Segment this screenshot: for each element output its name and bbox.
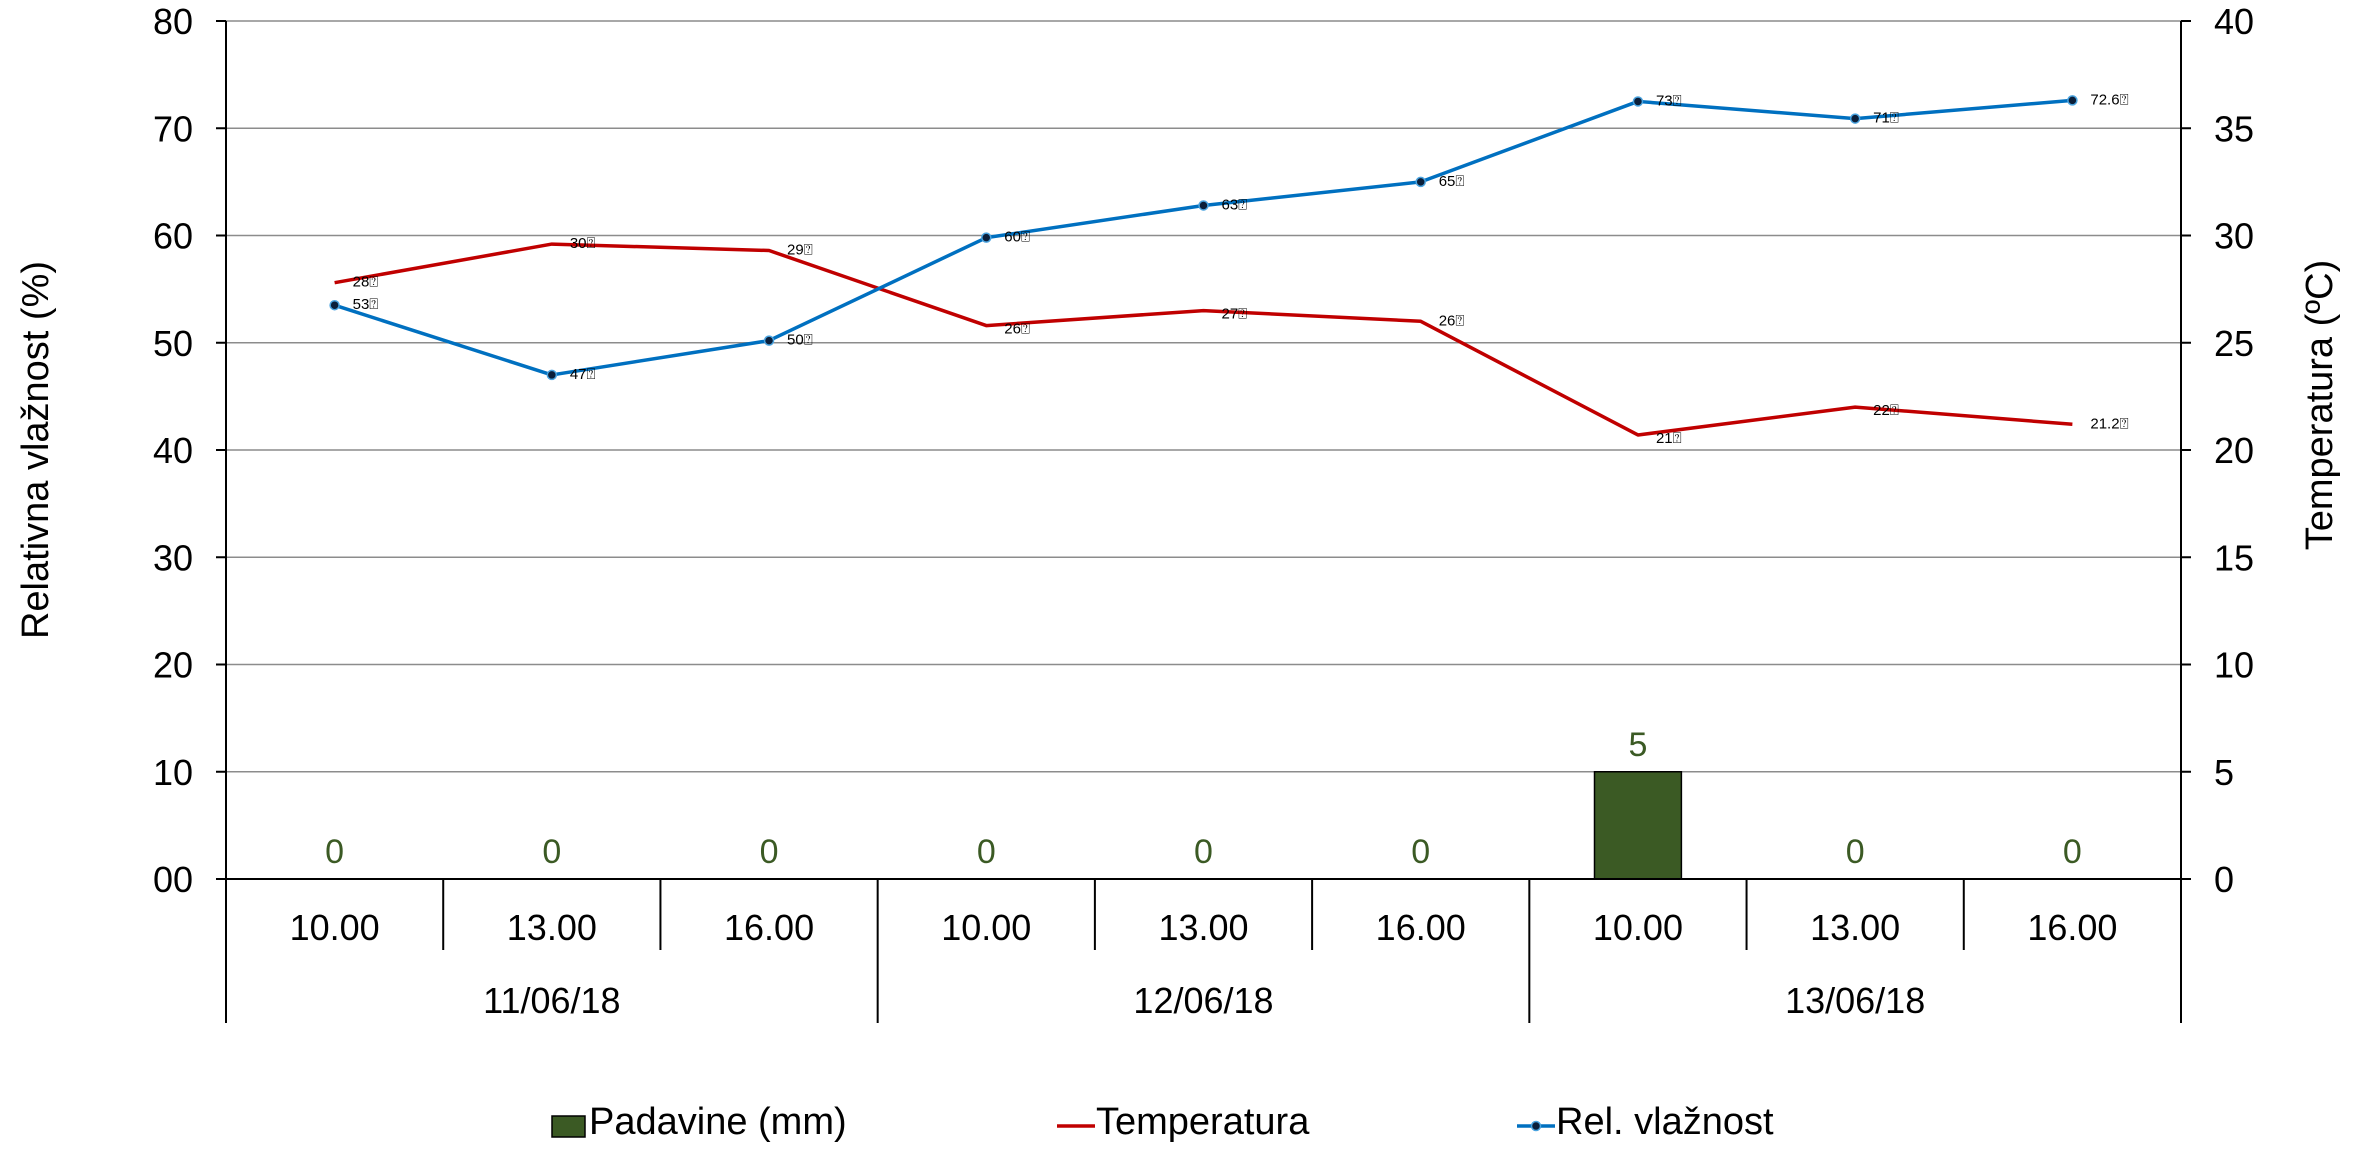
point-rel-vlaznost <box>1632 96 1644 107</box>
data-label-temperatura: 26⍰ <box>1439 312 1465 329</box>
y-right-axis-title: Temperatura (ºC) <box>2299 260 2341 551</box>
data-label-temperatura: 29⍰ <box>787 242 813 259</box>
data-label-padavine: 0 <box>2063 833 2082 871</box>
data-label-rel-vlaznost: 63⍰ <box>1222 196 1248 213</box>
y-right-tick-label: 20 <box>2214 430 2254 471</box>
point-rel-vlaznost <box>546 369 558 381</box>
data-label-rel-vlaznost: 73⍰ <box>1656 92 1682 109</box>
data-label-padavine: 0 <box>1194 833 1213 871</box>
data-label-padavine: 0 <box>325 833 344 871</box>
data-label-rel-vlaznost: 60⍰ <box>1004 229 1030 246</box>
data-label-rel-vlaznost: 72.6⍰ <box>2090 91 2128 108</box>
legend-label-rel-vlaznost: Rel. vlažnost <box>1556 1101 1774 1143</box>
y-left-tick-label: 20 <box>153 645 193 686</box>
y-left-tick-label: 40 <box>153 430 193 471</box>
x-tick-label-time: 10.00 <box>1593 907 1683 948</box>
legend: Padavine (mm) Temperatura Rel. vlažnost <box>551 1101 1774 1143</box>
y-left-tick-label: 80 <box>153 1 193 42</box>
bar-padavine <box>1593 771 1683 880</box>
y-right-tick-label: 30 <box>2214 216 2254 257</box>
x-tick-label-date: 13/06/18 <box>1785 980 1925 1021</box>
precipitation-bars <box>1593 771 1683 880</box>
y-right-tick-label: 0 <box>2214 859 2234 900</box>
data-label-temperatura: 28⍰ <box>353 274 379 291</box>
data-label-padavine: 0 <box>760 833 779 871</box>
point-rel-vlaznost <box>1849 113 1861 124</box>
x-tick-label-time: 13.00 <box>1158 907 1248 948</box>
data-label-padavine: 0 <box>1846 833 1865 871</box>
point-rel-vlaznost <box>763 335 775 346</box>
legend-label-temperatura: Temperatura <box>1096 1101 1310 1143</box>
point-rel-vlaznost <box>1198 200 1209 211</box>
data-label-rel-vlaznost: 53⍰ <box>353 296 379 313</box>
x-tick-label-time: 16.00 <box>1376 907 1466 948</box>
y-left-tick-label: 60 <box>153 216 193 257</box>
y-left-tick-label: 30 <box>153 537 193 578</box>
data-label-padavine: 0 <box>977 833 996 871</box>
y-right-tick-label: 5 <box>2214 752 2234 793</box>
x-tick-label-time: 13.00 <box>507 907 597 948</box>
y-left-tick-label: 00 <box>153 859 193 900</box>
data-label-temperatura: 22⍰ <box>1873 402 1899 419</box>
y-right-tick-label: 25 <box>2214 323 2254 364</box>
y-left-tick-label: 70 <box>153 108 193 149</box>
point-rel-vlaznost <box>329 299 340 311</box>
data-label-rel-vlaznost: 71⍰ <box>1873 110 1899 127</box>
data-label-temperatura: 26⍰ <box>1004 321 1030 338</box>
data-label-temperatura: 30⍰ <box>570 235 596 252</box>
y-right-tick-label: 40 <box>2214 1 2254 42</box>
data-label-temperatura: 27⍰ <box>1222 306 1248 323</box>
data-label-padavine: 0 <box>1411 833 1430 871</box>
x-tick-label-date: 11/06/18 <box>483 980 620 1021</box>
y-right-tick-label: 15 <box>2214 537 2254 578</box>
x-tick-label-time: 10.00 <box>941 907 1031 948</box>
x-tick-label-date: 12/06/18 <box>1133 980 1273 1021</box>
x-tick-label-time: 13.00 <box>1810 907 1900 948</box>
y-left-tick-label: 50 <box>153 323 193 364</box>
data-label-temperatura: 21.2⍰ <box>2090 415 2128 432</box>
data-label-temperatura: 21⍰ <box>1656 430 1682 447</box>
data-labels: 0 0 0 0 0 0 5 0 0 28⍰ 30⍰ 29⍰ 26⍰ 27⍰ 26⍰ 21⍰ 22⍰ 21.2⍰ 53… <box>325 91 2128 871</box>
line-temperatura <box>334 242 2073 437</box>
data-label-padavine: 0 <box>542 833 561 871</box>
data-label-padavine: 5 <box>1628 726 1647 764</box>
y-left-axis-title: Relativna vlažnost (%) <box>15 261 57 639</box>
series-lines <box>329 95 2078 437</box>
data-label-rel-vlaznost: 50⍰ <box>787 332 813 349</box>
point-rel-vlaznost <box>981 232 992 243</box>
point-rel-vlaznost <box>1415 176 1426 188</box>
x-tick-label-time: 16.00 <box>2027 907 2117 948</box>
x-tick-label-time: 10.00 <box>290 907 380 948</box>
legend-swatch-padavine <box>551 1115 586 1138</box>
data-label-rel-vlaznost: 47⍰ <box>570 366 596 383</box>
y-right-tick-label: 10 <box>2214 645 2254 686</box>
legend-label-padavine: Padavine (mm) <box>589 1101 847 1143</box>
point-rel-vlaznost <box>2067 95 2078 106</box>
data-label-rel-vlaznost: 65⍰ <box>1439 173 1465 190</box>
y-left-tick-label: 10 <box>153 752 193 793</box>
y-right-tick-label: 35 <box>2214 108 2254 149</box>
gridlines <box>226 20 2181 773</box>
legend-marker-rel-vlaznost <box>1530 1120 1542 1132</box>
x-tick-label-time: 16.00 <box>724 907 814 948</box>
